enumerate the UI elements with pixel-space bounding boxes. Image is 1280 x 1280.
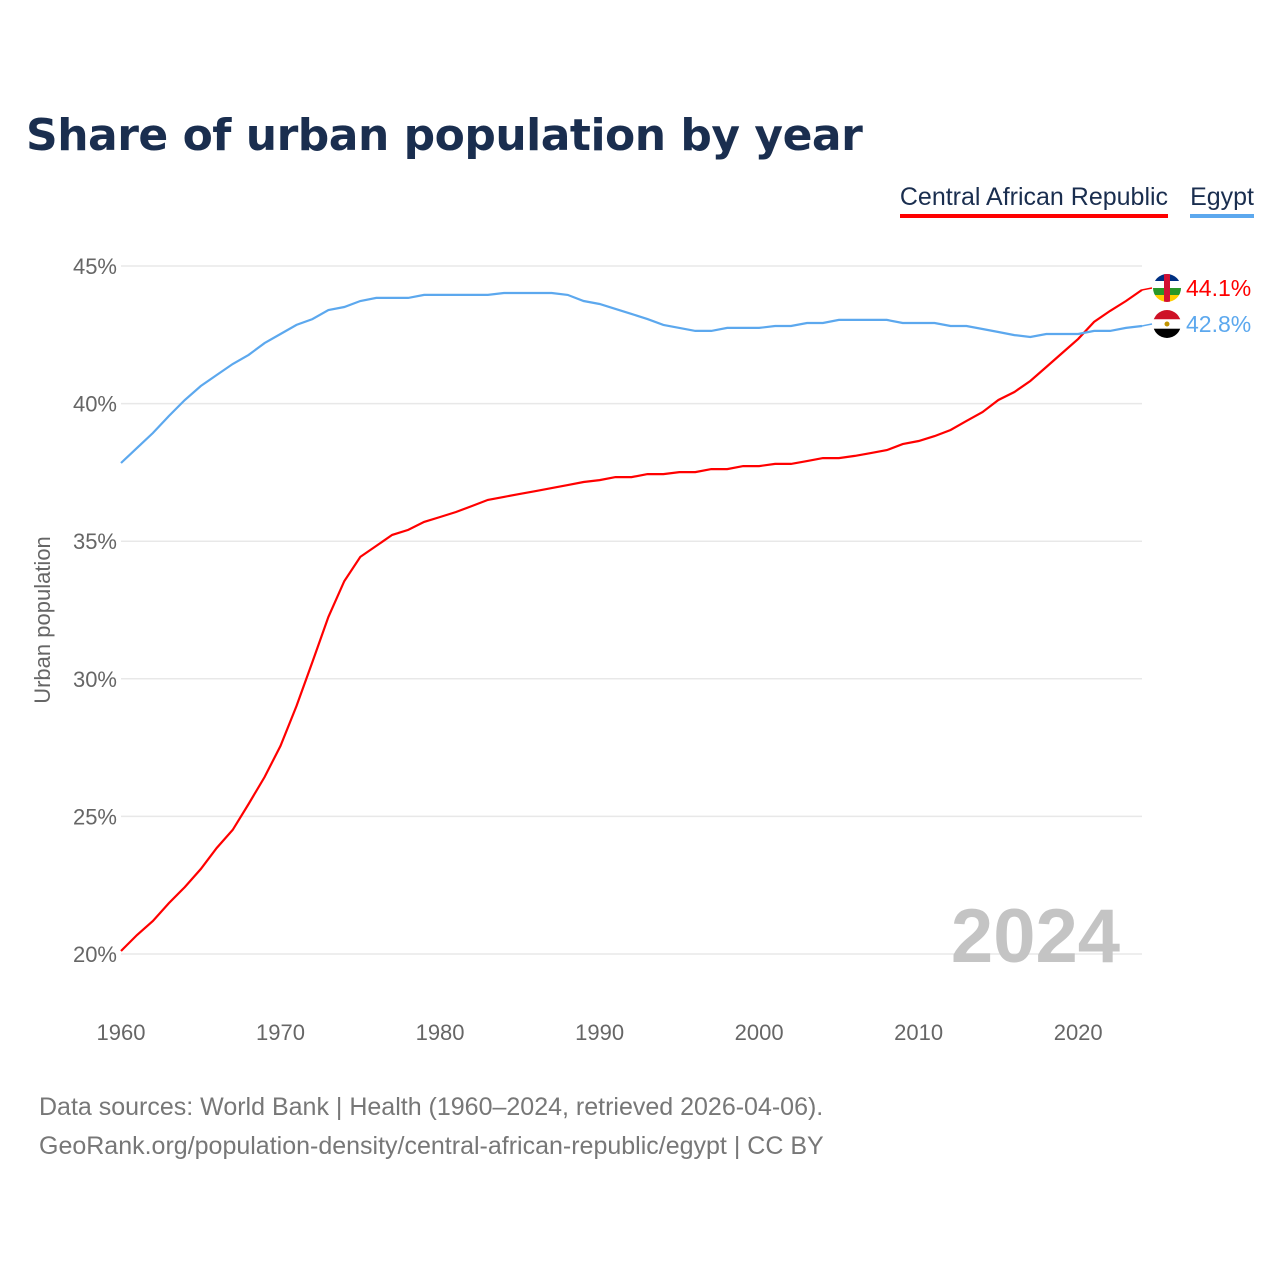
x-tick-label: 2010 <box>894 1020 943 1045</box>
x-tick-label: 2000 <box>735 1020 784 1045</box>
x-tick-label: 1960 <box>97 1020 146 1045</box>
series-line-central-african-republic <box>120 288 1143 952</box>
x-tick-label: 1990 <box>575 1020 624 1045</box>
x-tick-label: 1970 <box>256 1020 305 1045</box>
footer: Data sources: World Bank | Health (1960–… <box>39 1088 824 1166</box>
end-value-label: 44.1% <box>1186 275 1251 301</box>
data-sources: Data sources: World Bank | Health (1960–… <box>39 1093 824 1121</box>
legend: Central African Republic Egypt <box>899 183 1254 218</box>
year-watermark: 2024 <box>951 894 1120 979</box>
y-tick-label: 25% <box>73 804 117 829</box>
label-connector <box>1141 287 1153 291</box>
egypt-flag-icon <box>1153 310 1181 338</box>
label-connector <box>1141 323 1153 327</box>
legend-item-egypt[interactable]: Egypt <box>1190 183 1254 218</box>
x-tick-label: 1980 <box>416 1020 465 1045</box>
y-tick-label: 45% <box>73 254 117 279</box>
central-african-republic-flag-icon <box>1153 274 1181 302</box>
y-tick-label: 35% <box>73 529 117 554</box>
series-line-egypt <box>120 291 1143 464</box>
y-tick-label: 30% <box>73 667 117 692</box>
chart-title: Share of urban population by year <box>26 110 863 161</box>
legend-item-car[interactable]: Central African Republic <box>899 183 1169 218</box>
end-value-label: 42.8% <box>1186 311 1251 337</box>
source-link[interactable]: GeoRank.org/population-density/central-a… <box>39 1132 824 1160</box>
x-tick-label: 2020 <box>1054 1020 1103 1045</box>
y-tick-label: 20% <box>73 942 117 967</box>
y-axis-label: Urban population <box>30 536 55 704</box>
y-tick-label: 40% <box>73 392 117 417</box>
